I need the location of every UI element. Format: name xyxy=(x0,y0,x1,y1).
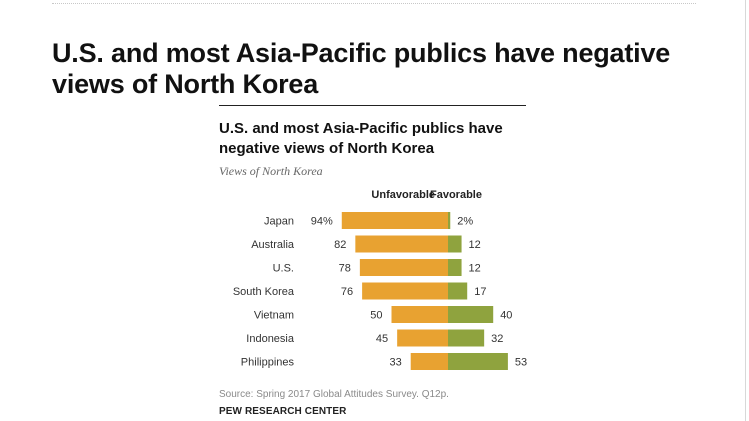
organization-credit: PEW RESEARCH CENTER xyxy=(219,406,347,417)
value-label-favorable: 53 xyxy=(515,357,527,369)
value-label-favorable: 40 xyxy=(500,310,512,322)
legend-unfavorable: Unfavorable xyxy=(371,189,435,201)
page-title: U.S. and most Asia-Pacific publics have … xyxy=(52,38,671,99)
value-label-favorable: 32 xyxy=(491,333,503,345)
bar-favorable xyxy=(448,235,462,253)
category-label: Australia xyxy=(251,239,295,251)
category-label: Philippines xyxy=(241,357,295,369)
value-label-unfavorable: 76 xyxy=(341,286,353,298)
category-label: Indonesia xyxy=(246,333,295,345)
value-label-favorable: 12 xyxy=(469,239,481,251)
category-label: Vietnam xyxy=(254,310,294,322)
bar-favorable xyxy=(448,282,468,300)
legend-favorable: Favorable xyxy=(430,189,482,201)
chart-subtitle: Views of North Korea xyxy=(219,164,323,178)
bar-unfavorable xyxy=(355,235,448,253)
category-label: U.S. xyxy=(273,263,294,275)
chart-top-rule xyxy=(219,105,526,106)
source-note: Source: Spring 2017 Global Attitudes Sur… xyxy=(219,389,449,400)
category-label: South Korea xyxy=(233,286,295,298)
value-label-favorable: 2% xyxy=(457,216,473,228)
bar-unfavorable xyxy=(391,306,448,323)
bar-unfavorable xyxy=(359,259,448,276)
chart-title: U.S. and most Asia-Pacific publics have … xyxy=(219,120,503,157)
value-label-unfavorable: 78 xyxy=(339,263,351,275)
bar-favorable xyxy=(448,329,485,347)
category-label: Japan xyxy=(264,216,294,228)
value-label-unfavorable: 50 xyxy=(370,310,382,322)
value-label-unfavorable: 33 xyxy=(389,357,401,369)
value-label-favorable: 12 xyxy=(469,263,481,275)
value-label-favorable: 17 xyxy=(474,286,486,298)
value-label-unfavorable: 82 xyxy=(334,239,346,251)
top-divider xyxy=(52,3,696,4)
right-edge-border xyxy=(745,0,746,421)
bar-unfavorable xyxy=(410,353,448,370)
value-label-unfavorable: 45 xyxy=(376,333,388,345)
bar-unfavorable xyxy=(397,329,448,347)
bar-unfavorable xyxy=(362,282,448,300)
bar-favorable xyxy=(448,212,451,229)
bar-unfavorable xyxy=(341,212,448,229)
bar-favorable xyxy=(448,353,508,370)
bar-favorable xyxy=(448,259,462,276)
value-label-unfavorable: 94% xyxy=(311,216,333,228)
bar-favorable xyxy=(448,306,494,323)
